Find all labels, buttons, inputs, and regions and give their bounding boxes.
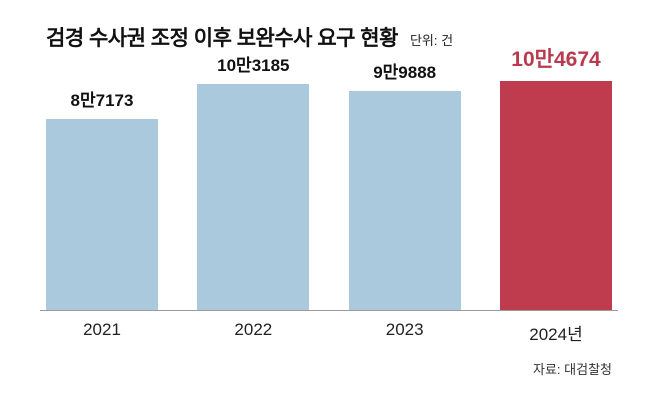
x-axis-baseline bbox=[40, 310, 618, 311]
bar-column: 10만3185 bbox=[197, 51, 310, 310]
x-axis-labels: 2021 2022 2023 2024년 bbox=[0, 311, 658, 345]
bar-value-label: 9만9888 bbox=[373, 63, 437, 82]
bar bbox=[197, 84, 310, 310]
bar-value-label: 10만3185 bbox=[217, 56, 290, 75]
bar-highlighted bbox=[499, 81, 612, 310]
x-axis-label: 2022 bbox=[234, 320, 273, 339]
source-note: 자료: 대검찰청 bbox=[533, 362, 612, 377]
bar-column: 10만4674 bbox=[499, 43, 612, 310]
bar-value-label: 10만4674 bbox=[511, 48, 601, 71]
bar-value-label: 8만7173 bbox=[70, 91, 134, 110]
chart-unit-note: 단위: 건 bbox=[409, 33, 454, 48]
bar-column: 9만9888 bbox=[348, 58, 461, 310]
chart-title: 검경 수사권 조정 이후 보완수사 요구 현황 bbox=[46, 27, 398, 50]
bar-column: 8만7173 bbox=[46, 86, 158, 310]
bar bbox=[46, 119, 158, 310]
x-axis-label: 2021 bbox=[83, 320, 121, 339]
bar-chart-plot-area: 8만7173 10만3185 9만9888 10만4674 bbox=[0, 48, 658, 310]
chart-header: 검경 수사권 조정 이후 보완수사 요구 현황 단위: 건 bbox=[0, 0, 658, 50]
x-axis-label: 2023 bbox=[385, 320, 424, 339]
x-axis-label: 2024년 bbox=[529, 325, 583, 344]
bar bbox=[348, 91, 461, 310]
